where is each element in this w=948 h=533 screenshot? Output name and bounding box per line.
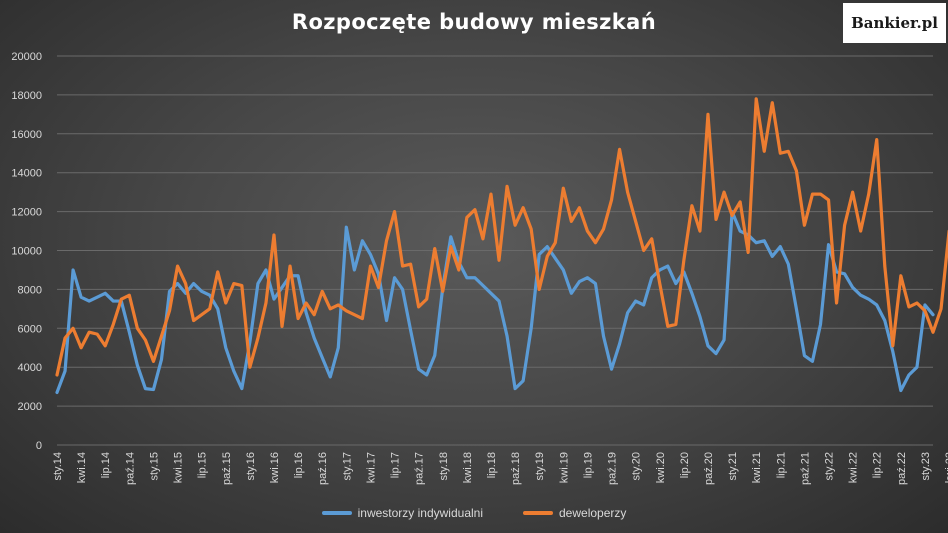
legend-item-individual: inwestorzy indywidualni: [321, 506, 483, 520]
y-tick-label: 6000: [18, 323, 42, 335]
bankier-logo: Bankier.pl: [843, 3, 946, 43]
x-tick-label: paź.16: [317, 452, 329, 485]
x-tick-label: sty.19: [534, 452, 546, 481]
x-tick-label: kwi.17: [365, 452, 377, 483]
y-tick-label: 20000: [11, 51, 42, 63]
legend-swatch-blue: [321, 511, 352, 515]
x-tick-label: lip.18: [486, 452, 498, 478]
y-tick-label: 10000: [11, 246, 42, 258]
x-tick-label: sty.15: [148, 452, 160, 481]
y-tick-label: 2000: [18, 401, 42, 413]
x-tick-label: kwi.16: [269, 452, 281, 483]
x-tick-label: sty.14: [52, 452, 64, 481]
y-tick-label: 0: [36, 440, 42, 452]
x-tick-label: paź.19: [607, 452, 619, 485]
y-tick-label: 18000: [11, 90, 42, 102]
y-tick-label: 8000: [18, 284, 42, 296]
y-tick-label: 16000: [11, 129, 42, 141]
series-line-individual: [55, 210, 935, 395]
legend-item-developers: deweloperzy: [523, 506, 626, 520]
series-line-developers: [55, 97, 948, 377]
x-tick-label: sty.17: [341, 452, 353, 481]
x-tick-label: lip.15: [197, 452, 209, 478]
gridlines: [57, 55, 933, 446]
chart-title: Rozpoczęte budowy mieszkań: [291, 10, 657, 34]
x-tick-label: lip.14: [100, 452, 112, 478]
x-tick-label: paź.14: [124, 452, 136, 485]
x-tick-label: sty.22: [824, 452, 836, 481]
x-tick-label: lip.20: [679, 452, 691, 478]
x-tick-label: sty.16: [245, 452, 257, 481]
y-axis-labels: 0 2000 4000 6000 8000 10000 12000 14000 16000 180…: [11, 51, 42, 452]
x-tick-label: kwi.23: [944, 452, 948, 483]
x-tick-label: paź.18: [510, 452, 522, 485]
x-tick-label: kwi.19: [558, 452, 570, 483]
y-tick-label: 4000: [18, 362, 42, 374]
x-tick-label: kwi.22: [848, 452, 860, 483]
legend-label-individual: inwestorzy indywidualni: [357, 506, 483, 520]
legend-swatch-orange: [523, 511, 553, 515]
x-tick-label: lip.19: [582, 452, 594, 478]
x-tick-label: paź.20: [703, 452, 715, 485]
x-tick-label: lip.17: [390, 452, 402, 478]
x-tick-label: sty.20: [631, 452, 643, 481]
x-tick-label: sty.21: [727, 452, 739, 481]
x-tick-label: kwi.18: [462, 452, 474, 483]
x-tick-label: kwi.15: [173, 452, 185, 483]
x-tick-label: lip.16: [293, 452, 305, 478]
x-tick-label: paź.22: [896, 452, 908, 485]
x-tick-label: paź.17: [414, 452, 426, 485]
x-tick-label: kwi.14: [76, 452, 88, 483]
legend: inwestorzy indywidualni deweloperzy: [0, 506, 948, 520]
legend-label-developers: deweloperzy: [559, 506, 627, 520]
x-tick-label: paź.21: [799, 452, 811, 485]
x-tick-label: paź.15: [221, 452, 233, 485]
x-tick-label: kwi.20: [655, 452, 667, 483]
x-tick-label: kwi.21: [751, 452, 763, 483]
series-lines: [55, 97, 948, 395]
y-tick-label: 14000: [11, 168, 42, 180]
logo-text: Bankier.pl: [851, 14, 938, 32]
x-axis-labels: sty.14 kwi.14 lip.14 paź.14 sty.15 kwi.15 lip.…: [52, 452, 948, 485]
y-tick-label: 12000: [11, 207, 42, 219]
x-tick-label: sty.23: [920, 452, 932, 481]
x-tick-label: sty.18: [438, 452, 450, 481]
x-tick-label: lip.22: [872, 452, 884, 478]
x-tick-label: lip.21: [775, 452, 787, 478]
